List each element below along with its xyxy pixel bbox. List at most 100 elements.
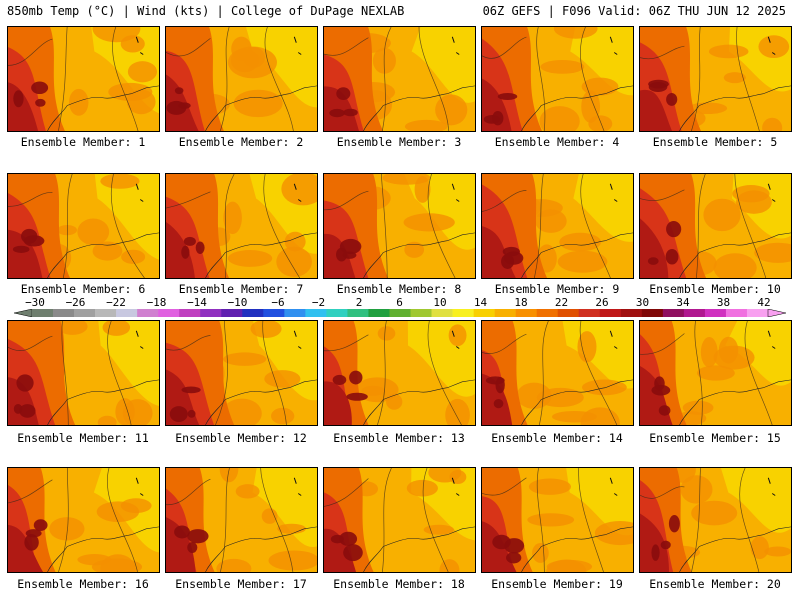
colorbar-bin [326, 309, 348, 317]
coastline [205, 399, 226, 425]
temp-blob [435, 94, 468, 126]
hottest-core [8, 229, 43, 278]
extreme-heat-blob [666, 92, 678, 106]
cool-region [98, 321, 159, 407]
temp-blob [268, 550, 317, 571]
temp-blob [764, 546, 791, 557]
member-label: Ensemble Member: 10 [649, 282, 781, 296]
extreme-heat-blob [21, 228, 38, 244]
temp-blob [536, 387, 584, 408]
member-label: Ensemble Member: 17 [175, 577, 307, 591]
member-map-1 [7, 26, 160, 132]
isotherm-contour [482, 190, 527, 212]
extreme-heat-blob [343, 544, 363, 562]
temp-blob [77, 218, 110, 246]
map-svg [640, 27, 791, 131]
coastline [521, 252, 542, 278]
temp-blob [423, 524, 455, 535]
isotherm-contour [166, 335, 211, 351]
colorbar-tick-label: 14 [473, 296, 488, 309]
colorbar-min-arrow [14, 309, 33, 317]
isotherm-contour [324, 334, 369, 352]
colorbar-tick-label: 38 [716, 296, 731, 309]
isotherm-contour [166, 38, 211, 57]
temp-blob [404, 241, 425, 258]
isotherm-contour [736, 27, 760, 131]
isotherm-contour [377, 321, 387, 425]
coastline [699, 85, 791, 106]
temp-blob [403, 213, 455, 232]
coastline [363, 105, 384, 131]
isotherm-contour [107, 468, 138, 572]
colorbar-bin [95, 309, 117, 317]
isotherm-contour [691, 27, 701, 131]
colorbar-tick-label: −22 [106, 296, 126, 309]
colorbar-tick-label: −6 [271, 296, 285, 309]
map-svg [640, 174, 791, 278]
temp-blob [532, 543, 549, 563]
extreme-heat-blob [330, 534, 344, 544]
colorbar-bin [137, 309, 159, 317]
isotherm-contour [324, 190, 369, 211]
extreme-heat-blob [506, 552, 522, 564]
extreme-heat-blob [349, 370, 363, 385]
isotherm-contour [578, 468, 604, 572]
map-svg [482, 27, 633, 131]
extreme-heat-blob [174, 525, 190, 539]
temp-blob [713, 345, 755, 370]
colorbar-bin [641, 309, 664, 317]
member-map-3 [323, 26, 476, 132]
temp-blob [223, 201, 242, 235]
member-label: Ensemble Member: 16 [17, 577, 149, 591]
isotherm-contour [224, 174, 235, 278]
map-svg [166, 174, 317, 278]
great-lakes [767, 36, 776, 55]
member-label: Ensemble Member: 11 [17, 431, 149, 445]
isotherm-contour [8, 479, 53, 504]
great-lakes [451, 183, 460, 202]
coastline [67, 232, 159, 253]
extreme-heat-blob [654, 376, 665, 391]
temp-blob [122, 399, 153, 425]
isotherm-contour [482, 333, 527, 354]
extreme-heat-blob [25, 529, 42, 538]
extreme-heat-blob [504, 251, 524, 265]
temp-blob [100, 174, 140, 189]
temp-blob [284, 231, 306, 252]
extreme-heat-blob [35, 98, 46, 107]
colorbar-bin [116, 309, 138, 317]
member-map-17 [165, 467, 318, 573]
temp-blob [703, 198, 741, 232]
temp-blob [680, 475, 713, 504]
map-svg [324, 468, 475, 572]
map-svg [8, 468, 159, 572]
extreme-heat-blob [174, 87, 184, 95]
coastline [679, 105, 700, 131]
temp-blob [736, 190, 772, 214]
colorbar-bin [389, 309, 411, 317]
extreme-heat-blob [666, 221, 682, 238]
coastline [363, 399, 384, 425]
hottest-core [166, 517, 196, 572]
extreme-heat-blob [183, 236, 196, 246]
cool-region [725, 321, 791, 386]
member-map-15 [639, 320, 792, 426]
member-label: Ensemble Member: 9 [494, 282, 620, 296]
temp-blob [448, 324, 467, 347]
cool-region [246, 27, 317, 108]
colorbar-tick-label: 30 [635, 296, 650, 309]
isotherm-contour [220, 468, 230, 572]
temp-blob [216, 558, 252, 572]
colorbar-bin [620, 309, 643, 317]
colorbar-tick-label: 42 [757, 296, 771, 309]
extreme-heat-blob [336, 87, 351, 100]
extreme-heat-blob [668, 514, 680, 533]
isotherm-contour [418, 27, 450, 131]
member-map-14 [481, 320, 634, 426]
coastline [47, 252, 68, 278]
colorbar-tick-label: 22 [554, 296, 569, 309]
isotherm-contour [640, 45, 685, 60]
coastline [541, 379, 633, 400]
coastline [363, 252, 384, 278]
temp-blob [439, 559, 460, 572]
